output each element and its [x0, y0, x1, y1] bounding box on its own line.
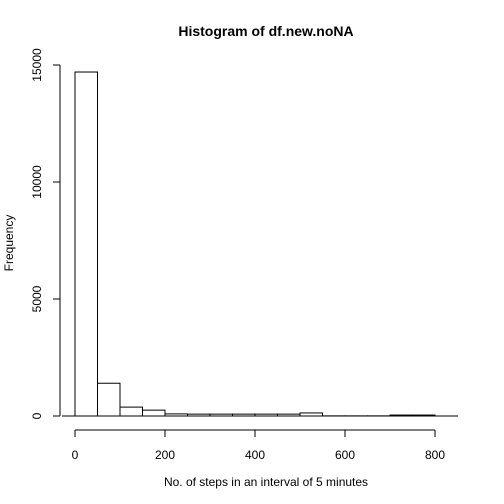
y-axis: 0 5000 10000 15000 — [30, 48, 61, 419]
y-axis-label: Frequency — [2, 215, 16, 272]
chart-title: Histogram of df.new.noNA — [178, 23, 353, 39]
x-tick-label-600: 600 — [335, 448, 355, 462]
histogram-bars — [62, 71, 458, 417]
x-axis-label: No. of steps in an interval of 5 minutes — [164, 475, 368, 489]
histogram-bar-2 — [119, 406, 143, 417]
y-tick-label-0: 0 — [30, 412, 44, 419]
x-tick-label-400: 400 — [245, 448, 265, 462]
histogram-bar-0 — [74, 71, 98, 417]
y-tick-label-5000: 5000 — [30, 285, 44, 312]
x-tick-label-800: 800 — [425, 448, 445, 462]
y-tick-label-15000: 15000 — [30, 48, 44, 82]
x-tick-label-0: 0 — [72, 448, 79, 462]
y-tick-label-10000: 10000 — [30, 165, 44, 199]
histogram-bar-1 — [97, 382, 121, 417]
histogram-bar-3 — [142, 409, 166, 417]
x-axis: 0 200 400 600 800 — [72, 429, 445, 462]
x-tick-label-200: 200 — [155, 448, 175, 462]
